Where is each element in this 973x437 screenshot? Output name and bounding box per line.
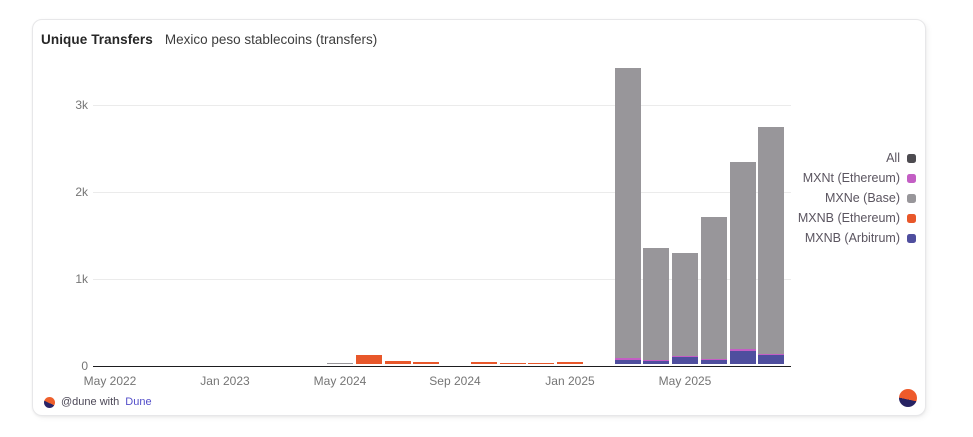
bar-segment-mxnt_ethereum: [614, 358, 641, 360]
bar-segment-mxnb_ethereum: [355, 355, 382, 364]
bar-jun-2024[interactable]: [355, 355, 382, 364]
legend-swatch-icon: [907, 153, 916, 163]
bar-segment-mxnb_ethereum: [499, 362, 526, 364]
bar-segment-mxnt_ethereum: [643, 359, 670, 361]
x-tick-label: May 2024: [313, 374, 367, 388]
bar-dec-2024[interactable]: [528, 362, 555, 364]
bar-segment-mxnb_arbitrum: [700, 359, 727, 364]
dune-logo-icon: [44, 396, 55, 408]
gridline: [93, 279, 791, 280]
x-axis-line: [93, 366, 791, 367]
bar-jul-2024[interactable]: [384, 360, 411, 364]
legend: All MXNt (Ethereum) MXNe (Base) MXNB (Ether…: [798, 148, 916, 248]
bar-segment-mxne_base: [700, 216, 727, 359]
bar-may-2024[interactable]: [327, 363, 353, 364]
y-tick-label: 1k: [75, 272, 88, 286]
y-tick-label: 0: [81, 359, 88, 373]
y-tick-label: 2k: [75, 185, 88, 199]
legend-label: MXNt (Ethereum): [802, 171, 900, 185]
chart-card: Unique Transfers Mexico peso stablecoins…: [32, 19, 926, 416]
bar-segment-mxne_base: [729, 162, 756, 350]
bar-segment-mxnb_ethereum: [470, 361, 497, 364]
bar-jan-2025[interactable]: [557, 362, 583, 364]
legend-label: MXNe (Base): [824, 191, 900, 205]
bar-segment-mxne_base: [643, 248, 670, 360]
bar-may-2025[interactable]: [672, 253, 698, 364]
legend-label: MXNB (Ethereum): [797, 211, 900, 225]
dune-corner-logo-icon[interactable]: [899, 389, 917, 407]
bar-nov-2024[interactable]: [499, 362, 526, 364]
bar-segment-mxnb_arbitrum: [758, 354, 785, 364]
bar-aug-2025[interactable]: [758, 127, 785, 364]
attribution-text: @dune with: [61, 396, 120, 408]
x-tick-label: Jan 2023: [200, 374, 250, 388]
gridline: [93, 192, 791, 193]
bar-segment-mxne_base: [672, 253, 698, 357]
legend-swatch-icon: [907, 233, 916, 243]
legend-item-mxnb-arbitrum[interactable]: MXNB (Arbitrum): [798, 228, 916, 248]
chart-subtitle: Mexico peso stablecoins (transfers): [164, 32, 378, 47]
bar-segment-mxne_base: [614, 68, 641, 359]
chart-title: Unique Transfers: [41, 32, 153, 47]
legend-label: All: [886, 151, 900, 165]
legend-item-mxne-base[interactable]: MXNe (Base): [798, 188, 916, 208]
legend-item-mxnt-ethereum[interactable]: MXNt (Ethereum): [798, 168, 916, 188]
bar-segment-mxnb_ethereum: [557, 362, 583, 364]
bar-segment-mxnt_ethereum: [758, 353, 785, 355]
x-tick-label: Jan 2025: [545, 374, 595, 388]
bar-oct-2024[interactable]: [470, 361, 497, 364]
bar-jun-2025[interactable]: [700, 216, 727, 364]
legend-item-all[interactable]: All: [798, 148, 916, 168]
x-tick-label: Sep 2024: [429, 374, 481, 388]
chart-header: Unique Transfers Mexico peso stablecoins…: [41, 32, 377, 47]
bar-segment-mxnt_ethereum: [700, 358, 727, 360]
attribution-footer: @dune with Dune: [44, 396, 152, 408]
legend-swatch-icon: [907, 213, 916, 223]
y-tick-label: 3k: [75, 98, 88, 112]
bar-aug-2024[interactable]: [413, 361, 440, 364]
bar-jul-2025[interactable]: [729, 162, 756, 364]
bar-segment-mxnb_arbitrum: [729, 350, 756, 364]
legend-label: MXNB (Arbitrum): [804, 231, 900, 245]
legend-item-mxnb-ethereum[interactable]: MXNB (Ethereum): [798, 208, 916, 228]
bar-mar-2025[interactable]: [614, 68, 641, 364]
legend-swatch-icon: [907, 173, 916, 183]
dune-link[interactable]: Dune: [125, 396, 152, 408]
gridline: [93, 105, 791, 106]
x-tick-label: May 2022: [83, 374, 137, 388]
bar-segment-mxnb_ethereum: [384, 360, 411, 364]
bar-segment-mxnt_ethereum: [729, 349, 756, 351]
bar-apr-2025[interactable]: [643, 248, 670, 364]
legend-swatch-icon: [907, 193, 916, 203]
bar-segment-mxnb_ethereum: [528, 362, 555, 364]
x-tick-label: May 2025: [658, 374, 712, 388]
bar-segment-mxnb_ethereum: [413, 361, 440, 364]
bar-segment-mxne_base: [758, 127, 785, 354]
bar-segment-mxnb_arbitrum: [614, 359, 641, 364]
bar-segment-mxnb_arbitrum: [672, 357, 698, 364]
bar-segment-mxnt_ethereum: [672, 356, 698, 358]
bar-segment-mxnb_arbitrum: [643, 360, 670, 364]
bar-segment-mxne_base: [327, 363, 353, 364]
